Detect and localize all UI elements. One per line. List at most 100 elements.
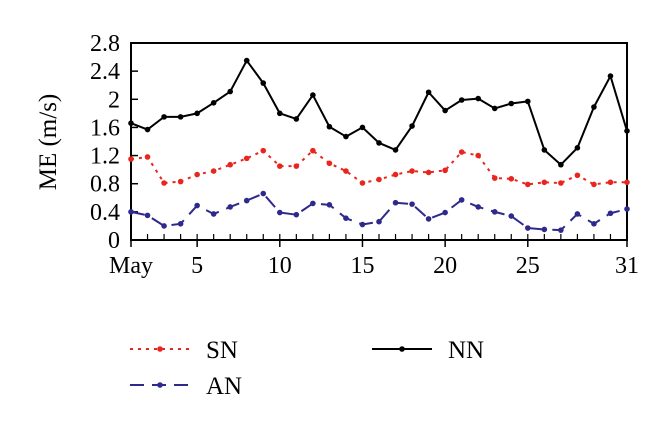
- data-point-nn: [260, 80, 267, 86]
- data-point-sn: [525, 181, 531, 188]
- data-point-an: [376, 218, 382, 225]
- data-point-an: [541, 226, 548, 233]
- data-point-nn: [177, 114, 184, 120]
- data-point-an: [210, 211, 217, 217]
- series-an: [128, 190, 630, 233]
- data-point-sn: [574, 172, 581, 179]
- data-point-sn: [458, 149, 465, 155]
- data-point-sn: [409, 168, 415, 174]
- legend-label-sn: SN: [206, 337, 238, 364]
- data-point-sn: [227, 161, 233, 168]
- y-tick-label: 1.2: [90, 144, 120, 170]
- data-point-nn: [392, 147, 399, 153]
- data-point-an: [277, 209, 283, 216]
- data-point-nn: [458, 97, 465, 103]
- y-tick-label: 2: [108, 87, 120, 113]
- data-point-an: [591, 221, 597, 227]
- data-point-sn: [392, 171, 399, 178]
- data-point-an: [310, 200, 316, 207]
- x-axis: May 5 10 15 20 25 31: [109, 234, 639, 279]
- data-point-an: [624, 206, 630, 212]
- legend-marker-an: [157, 382, 163, 388]
- legend-item-sn: SN: [130, 337, 238, 364]
- data-point-an: [491, 209, 498, 215]
- data-point-nn: [558, 161, 564, 168]
- series-nn: [128, 57, 630, 168]
- series-line-an: [130, 192, 628, 232]
- data-point-nn: [194, 110, 200, 117]
- data-point-nn: [442, 107, 448, 114]
- data-point-sn: [293, 163, 300, 169]
- data-point-nn: [326, 123, 333, 130]
- y-tick-label: 0: [108, 228, 120, 254]
- data-point-nn: [227, 88, 233, 95]
- data-point-an: [392, 199, 399, 206]
- legend-marker-sn: [157, 346, 163, 352]
- x-tick-label: 25: [516, 253, 540, 279]
- data-point-sn: [243, 155, 250, 162]
- data-point-sn: [326, 160, 333, 167]
- data-point-nn: [376, 140, 382, 146]
- data-point-sn: [442, 167, 448, 174]
- data-point-nn: [161, 114, 167, 120]
- y-tick-label: 0.4: [90, 200, 120, 226]
- data-point-an: [243, 197, 250, 204]
- data-point-an: [458, 197, 465, 203]
- data-point-sn: [210, 168, 217, 174]
- y-tick-label: 0.8: [90, 172, 120, 198]
- data-point-sn: [558, 180, 564, 186]
- data-point-an: [558, 227, 564, 233]
- data-point-an: [128, 209, 134, 215]
- data-point-sn: [624, 179, 630, 186]
- data-point-nn: [293, 116, 300, 122]
- data-point-nn: [525, 98, 531, 105]
- data-point-an: [508, 213, 515, 219]
- y-tick-label: 1.6: [90, 115, 120, 141]
- data-point-sn: [144, 154, 151, 160]
- data-point-nn: [624, 128, 630, 134]
- data-point-sn: [128, 156, 134, 162]
- y-tick-label: 2.4: [90, 59, 120, 85]
- legend-item-an: AN: [130, 373, 242, 400]
- data-point-an: [409, 201, 415, 207]
- data-point-an: [442, 209, 448, 216]
- data-point-an: [607, 210, 614, 217]
- data-point-sn: [277, 163, 283, 169]
- data-point-sn: [591, 181, 597, 188]
- y-axis-label: ME (m/s): [35, 94, 62, 191]
- data-point-sn: [475, 152, 482, 159]
- data-point-sn: [607, 179, 614, 186]
- data-point-an: [144, 212, 151, 219]
- series-sn: [128, 147, 630, 188]
- data-point-an: [475, 204, 482, 210]
- x-tick-label: 10: [268, 253, 292, 279]
- y-axis: 00.40.81.2 1.622.42.8: [90, 31, 138, 254]
- data-point-sn: [425, 169, 432, 176]
- data-point-nn: [277, 110, 283, 117]
- data-point-nn: [144, 126, 151, 133]
- data-point-nn: [574, 145, 581, 151]
- data-point-nn: [343, 133, 349, 140]
- data-point-nn: [491, 105, 498, 112]
- legend-marker-nn: [399, 346, 405, 352]
- data-point-sn: [359, 180, 366, 186]
- data-point-an: [343, 215, 349, 221]
- data-point-sn: [343, 168, 349, 174]
- x-tick-label: 31: [615, 253, 639, 279]
- data-point-nn: [591, 104, 597, 110]
- data-point-an: [260, 190, 267, 197]
- data-point-nn: [128, 120, 134, 127]
- data-point-an: [425, 216, 432, 222]
- data-point-sn: [491, 175, 498, 181]
- legend-label-an: AN: [206, 373, 242, 400]
- data-point-an: [177, 221, 184, 227]
- data-point-nn: [243, 57, 250, 64]
- data-point-an: [194, 202, 200, 209]
- data-point-nn: [541, 147, 548, 153]
- data-point-sn: [260, 147, 267, 154]
- data-point-an: [525, 225, 531, 231]
- data-point-nn: [409, 123, 415, 129]
- data-point-sn: [161, 180, 167, 186]
- data-point-sn: [310, 147, 316, 154]
- x-tick-label: 20: [433, 253, 457, 279]
